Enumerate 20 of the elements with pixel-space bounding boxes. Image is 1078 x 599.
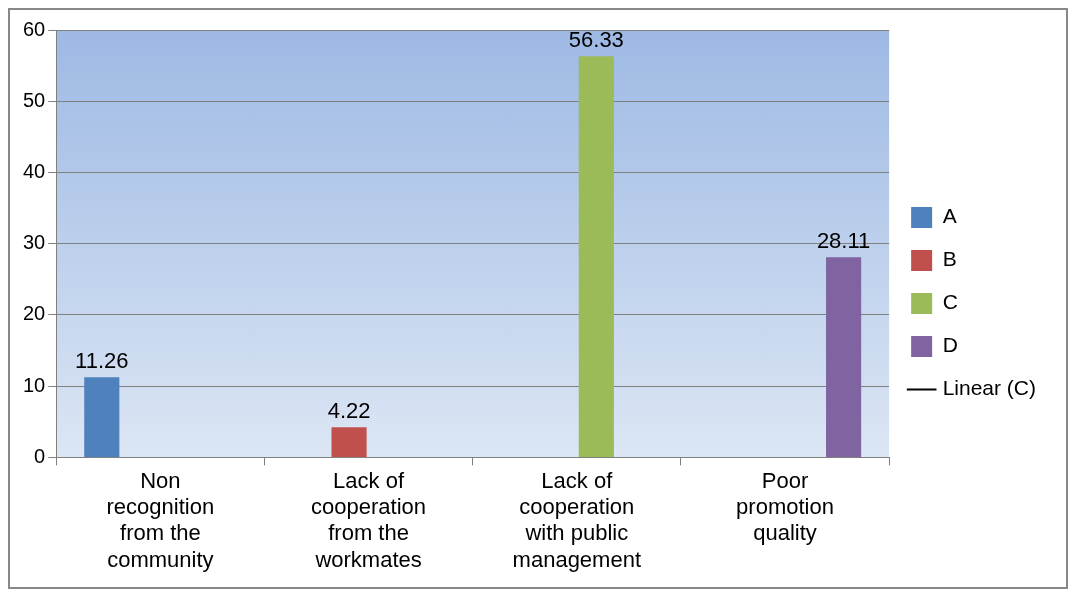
y-tick-label: 50	[23, 88, 46, 111]
legend-label: B	[942, 247, 957, 271]
x-tick-label: Lack of cooperation from the workmates	[311, 467, 427, 572]
data-label: 56.33	[568, 27, 624, 53]
y-tick-label: 10	[23, 373, 46, 396]
data-label: 28.11	[816, 228, 871, 254]
data-label: 4.22	[327, 398, 371, 424]
y-tick-label: 30	[23, 231, 46, 254]
x-tick-label: Lack of cooperation with public management	[512, 467, 642, 572]
y-tick-label: 40	[23, 159, 46, 182]
x-tick-label: Non recognition from the community	[106, 467, 215, 572]
legend-label: Linear (C)	[942, 376, 1037, 400]
legend-label: A	[942, 204, 957, 228]
y-tick-label: 60	[23, 17, 46, 40]
legend-label: D	[942, 333, 958, 357]
legend-label: C	[942, 290, 958, 314]
x-tick-label: Poor promotion quality	[736, 467, 834, 546]
data-label: 11.26	[75, 348, 129, 374]
y-tick-label: 20	[23, 302, 46, 325]
y-tick-label: 0	[34, 444, 46, 467]
